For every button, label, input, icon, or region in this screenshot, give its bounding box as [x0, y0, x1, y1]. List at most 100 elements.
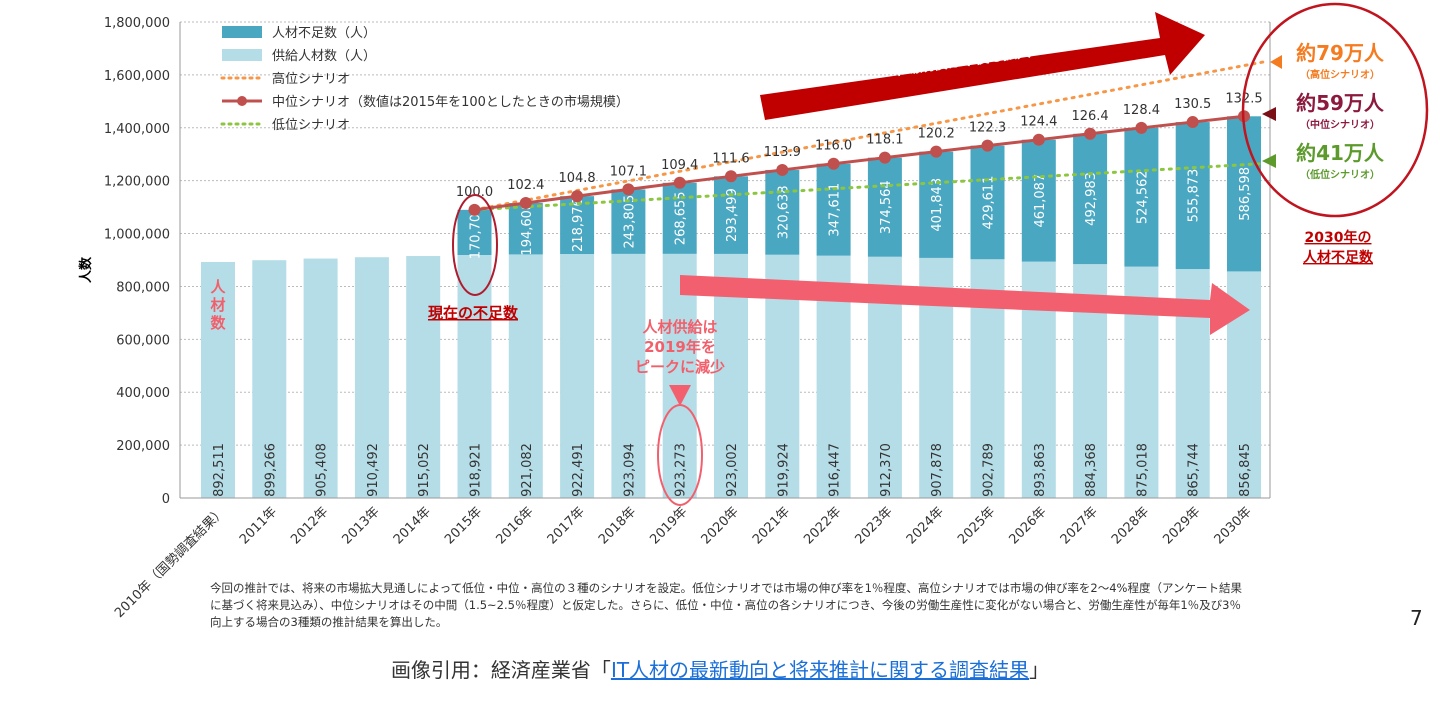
market-index-label: 126.4 — [1071, 109, 1108, 124]
supply-value-label: 921,082 — [520, 443, 535, 497]
supply-value-label: 912,370 — [879, 443, 894, 497]
supply-value-label: 923,273 — [674, 443, 689, 497]
x-tick-label: 2014年 — [391, 504, 434, 547]
page-number: 7 — [1410, 606, 1423, 630]
shortage-2030-line1: 2030年の — [1305, 229, 1372, 246]
shortage-bar — [970, 145, 1005, 260]
current-shortage-label: 現在の不足数 — [428, 304, 519, 322]
supply-value-label: 915,052 — [417, 443, 432, 497]
shortage-bar — [662, 182, 697, 254]
mid-scenario-point — [981, 139, 994, 152]
x-tick-label: 2020年 — [699, 504, 742, 547]
market-index-label: 100.0 — [456, 185, 493, 200]
shortage-value-label: 586,598 — [1238, 167, 1253, 221]
mid-scenario-point — [622, 183, 635, 196]
legend-swatch — [222, 49, 262, 61]
y-tick-label: 1,800,000 — [104, 16, 170, 31]
market-index-label: 124.4 — [1020, 115, 1057, 130]
image-credit: 画像引用：経済産業省「IT人材の最新動向と将来推計に関する調査結果」 — [0, 654, 1440, 683]
mid-scenario-point — [571, 190, 584, 203]
market-index-label: 109.4 — [661, 158, 698, 173]
decline-arrow — [680, 275, 1250, 335]
mid-scenario-point — [468, 203, 481, 216]
x-tick-label: 2028年 — [1109, 504, 1152, 547]
shortage-value-label: 374,564 — [879, 180, 894, 234]
peak-down-arrow — [669, 385, 691, 406]
shortage-bar — [560, 196, 595, 255]
source-link[interactable]: IT人材の最新動向と将来推計に関する調査結果 — [610, 658, 1030, 682]
y-tick-label: 0 — [162, 492, 170, 507]
mid-value: 約59万人 — [1296, 91, 1385, 115]
x-tick-label: 2018年 — [596, 504, 639, 547]
mid-scenario-point — [878, 151, 891, 164]
market-index-label: 107.1 — [610, 164, 647, 179]
shortage-value-label: 429,611 — [982, 176, 997, 230]
market-index-label: 118.1 — [866, 133, 903, 148]
legend-swatch — [222, 26, 262, 38]
shortage-bar — [1073, 133, 1108, 265]
market-index-label: 116.0 — [815, 139, 852, 154]
shortage-bar — [1124, 127, 1159, 267]
supply-value-label: 905,408 — [315, 443, 330, 497]
supply-value-label: 884,368 — [1084, 443, 1099, 497]
legend-label: 高位シナリオ — [272, 71, 350, 87]
mid-name: （中位シナリオ） — [1300, 118, 1380, 131]
supply-value-label: 875,018 — [1135, 443, 1150, 497]
market-index-label: 120.2 — [918, 127, 955, 142]
shortage-bar — [816, 163, 851, 256]
market-index-label: 128.4 — [1123, 103, 1160, 118]
supply-value-label: 865,744 — [1187, 443, 1202, 497]
market-index-label: 113.9 — [764, 145, 801, 160]
x-tick-label: 2030年 — [1212, 504, 1255, 547]
supply-value-label: 919,924 — [776, 443, 791, 497]
shortage-value-label: 243,805 — [622, 195, 637, 249]
shortage-bar — [1227, 116, 1261, 272]
legend-label: 供給人材数（人） — [272, 49, 376, 64]
market-index-label: 130.5 — [1174, 97, 1211, 112]
mid-scenario-point — [725, 170, 737, 183]
x-tick-label: 2015年 — [442, 504, 485, 547]
legend: 人材不足数（人） 供給人材数（人） 高位シナリオ中位シナリオ（数値は2015年を10… — [220, 26, 629, 133]
current-shortage-circle — [452, 194, 498, 296]
supply-value-label: 856,845 — [1238, 443, 1253, 497]
mid-scenario-point — [519, 196, 532, 209]
mid-scenario-point — [1032, 133, 1045, 146]
shortage-2030-line2: 人材不足数 — [1303, 249, 1374, 266]
shortage-bar — [1021, 139, 1056, 262]
supply-value-label: 892,511 — [212, 443, 227, 497]
supply-bar — [508, 254, 543, 498]
x-tick-label: 2011年 — [237, 504, 280, 547]
low-value: 約41万人 — [1296, 141, 1385, 165]
x-tick-label: 2017年 — [545, 504, 588, 547]
shortage-bar — [919, 151, 954, 258]
peak-line2: 2019年を — [644, 338, 716, 356]
supply-value-label: 910,492 — [366, 443, 381, 497]
mid-scenario-point — [930, 145, 943, 158]
supply-bar — [611, 253, 646, 498]
shortage-bar — [508, 202, 543, 255]
legend-label: 低位シナリオ — [272, 118, 350, 133]
supply-bar — [303, 258, 338, 498]
shortage-bar — [714, 176, 748, 254]
supply-label-3: 数 — [210, 314, 226, 332]
x-tick-label: 2027年 — [1058, 504, 1101, 547]
shortage-value-label: 555,873 — [1187, 169, 1202, 223]
peak-circle — [657, 404, 703, 506]
supply-value-label: 922,491 — [571, 443, 586, 497]
x-tick-label: 2021年 — [750, 504, 793, 547]
supply-value-label: 899,266 — [263, 443, 278, 497]
y-axis-title: 人数 — [78, 256, 94, 283]
mid-scenario-point — [1186, 116, 1199, 129]
shortage-value-label: 218,976 — [571, 198, 586, 252]
supply-value-label: 923,094 — [622, 443, 637, 497]
high-value: 約79万人 — [1296, 41, 1385, 65]
x-tick-label: 2022年 — [801, 504, 844, 547]
supply-value-label: 893,863 — [1033, 443, 1048, 497]
supply-label-2: 材 — [210, 296, 225, 314]
supply-value-label: 902,789 — [982, 443, 997, 497]
peak-line1: 人材供給は — [642, 318, 717, 336]
x-tick-label: 2026年 — [1006, 504, 1049, 547]
legend-label: 人材不足数（人） — [272, 26, 376, 41]
shortage-value-label: 401,843 — [930, 178, 945, 232]
